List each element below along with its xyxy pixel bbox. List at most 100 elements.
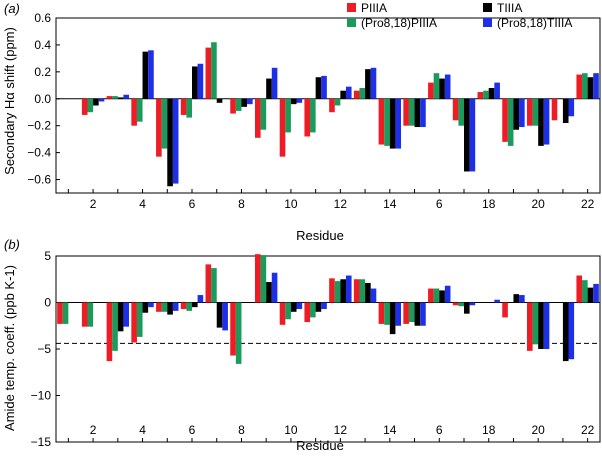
panel-a-x-tick-label: 10 [284, 197, 298, 211]
panel-b-bar-tiiia [587, 287, 594, 303]
panel-a-x-tick-label: 20 [532, 197, 546, 211]
panel-b-x-tick-label: 20 [532, 423, 546, 437]
panel-a-bar-pro8-18tiiia [345, 86, 352, 99]
panel-a-x-tick-label: 6 [189, 197, 196, 211]
panel-a-bar-tiiia [538, 98, 544, 146]
panel-b-bar-piiia [279, 302, 286, 325]
panel-a-bar-tiiia [439, 78, 445, 99]
panel-a-bar-piiia [353, 90, 360, 99]
panel-b-bar-pro8-18tiiia [395, 302, 402, 326]
panel-b-bar-tiiia [414, 302, 421, 326]
panel-b-bar-piiia [180, 302, 187, 310]
panel-b-bar-pro8-18piiia [582, 280, 588, 303]
panel-b-bar-pro8-18piiia [408, 302, 415, 323]
panel-b-bar-tiiia [340, 279, 346, 303]
legend-label-pro8-18-tiiia: (Pro8,18)TIIIA [497, 16, 572, 30]
panel-b-bar-pro8-18piiia [136, 302, 143, 337]
panel-a-x-tick-label: 6 [436, 197, 443, 211]
panel-b-y-tick-label: −5 [37, 342, 51, 356]
panel-a-bar-pro8-18piiia [136, 98, 143, 122]
panel-a-y-tick-label: −0.6 [27, 173, 51, 187]
panel-b-bar-pro8-18tiiia [123, 302, 130, 327]
panel-b-bar-piiia [403, 302, 409, 324]
panel-a-y-tick-label: −0.2 [27, 119, 51, 133]
panel-b-bar-pro8-18tiiia [271, 272, 278, 303]
panel-b-bar-piiia [57, 302, 63, 324]
panel-a-bar-tiiia [464, 98, 470, 172]
panel-b-bar-pro8-18piiia [384, 302, 390, 325]
panel-a-bar-piiia [106, 96, 113, 99]
panel-b-x-tick-label: 10 [284, 423, 298, 437]
panel-a-bar-piiia [576, 74, 583, 99]
panel-b-bar-pro8-18tiiia [222, 302, 228, 331]
panel-b-y-tick-label: −10 [31, 389, 52, 403]
panel-b-bar-pro8-18piiia [458, 302, 464, 307]
panel-b-bar-tiiia [365, 282, 371, 303]
panel-a-bar-pro8-18piiia [359, 88, 366, 99]
panel-b-bar-piiia [353, 279, 360, 303]
panel-a-y-tick-label: 0.2 [34, 65, 51, 79]
panel-b-bar-pro8-18tiiia [197, 295, 204, 303]
panel-a-bar-pro8-18piiia [458, 98, 464, 126]
panel-a-bar-tiiia [290, 98, 297, 105]
panel-b-y-tick-label: 5 [44, 249, 51, 263]
panel-a-bar-pro8-18piiia [211, 42, 217, 99]
panel-a-bar-tiiia [266, 78, 272, 99]
panel-a-bar-pro8-18tiiia [123, 94, 130, 99]
panel-a-bar-piiia [477, 92, 484, 99]
panel-b-bar-pro8-18piiia [112, 302, 118, 351]
panel-b-bar-pro8-18piiia [186, 302, 192, 311]
panel-a-bar-pro8-18piiia [433, 73, 440, 99]
panel-a-bar-pro8-18piiia [507, 98, 514, 146]
panel-a-bar-tiiia [587, 77, 594, 99]
legend-swatch-pro8-18-piiia [347, 18, 356, 27]
panel-a-bar-piiia [230, 98, 236, 114]
panel-b-bar-piiia [452, 302, 459, 306]
panel-a-x-tick-label: 2 [90, 197, 97, 211]
panel-b-bar-tiiia [562, 302, 569, 362]
panel-b-bar-pro8-18piiia [532, 302, 539, 345]
panel-a-y-tick-label: −0.4 [27, 146, 51, 160]
panel-a-y-axis-label: Secondary Hα shift (ppm) [2, 27, 17, 175]
panel-a-bar-pro8-18piiia [186, 98, 192, 118]
panel-a-bar-piiia [205, 47, 212, 99]
panel-b-x-tick-label: 14 [383, 423, 397, 437]
panel-b-bar-pro8-18tiiia [321, 302, 327, 310]
panel-b-bar-tiiia [439, 290, 445, 303]
panel-a-bar-pro8-18tiiia [172, 98, 179, 184]
panel-b-bar-tiiia [464, 302, 470, 314]
panel-a-bar-pro8-18tiiia [395, 98, 402, 149]
panel-b-bar-tiiia [266, 282, 272, 303]
panel-a-bar-pro8-18tiiia [543, 98, 550, 145]
panel-b-bar-piiia [329, 278, 335, 303]
panel-b-bar-pro8-18piiia [285, 302, 291, 320]
panel-b-bar-pro8-18piiia [235, 302, 242, 364]
legend-label-tiiia: TIIIA [497, 1, 522, 15]
panel-a-bar-tiiia [315, 77, 322, 99]
panel-b-bar-pro8-18tiiia [494, 299, 500, 303]
panel-b-bar-piiia [106, 302, 113, 362]
panel-b-bar-piiia [230, 302, 236, 356]
panel-b-bar-tiiia [216, 302, 223, 328]
panel-a-bar-piiia [452, 98, 459, 121]
panel-b-bar-tiiia [192, 302, 198, 308]
panel-b-bar-pro8-18tiiia [370, 288, 377, 303]
panel-a-bar-pro8-18piiia [582, 73, 588, 99]
panel-a-bar-piiia [378, 98, 385, 145]
panel-a-bar-pro8-18piiia [161, 98, 168, 149]
panel-b-x-axis-label: Residue [296, 438, 344, 453]
panel-a-bar-tiiia [365, 69, 371, 99]
panel-a-bar-pro8-18piiia [483, 90, 489, 99]
panel-b-bar-pro8-18tiiia [296, 302, 303, 310]
panel-a-x-tick-label: 18 [482, 197, 496, 211]
panel-a-bar-pro8-18piiia [235, 98, 242, 111]
panel-a-bar-piiia [403, 98, 409, 126]
panel-a-y-tick-label: 0.0 [34, 92, 51, 106]
panel-a-bar-pro8-18tiiia [420, 98, 426, 128]
panel-b-bar-tiiia [538, 302, 544, 349]
panel-b-bar-piiia [304, 302, 311, 323]
legend-label-pro8-18-piiia: (Pro8,18)PIIIA [361, 16, 437, 30]
panel-a-x-tick-label: 14 [383, 197, 397, 211]
panel-b-bar-pro8-18piiia [211, 268, 217, 303]
